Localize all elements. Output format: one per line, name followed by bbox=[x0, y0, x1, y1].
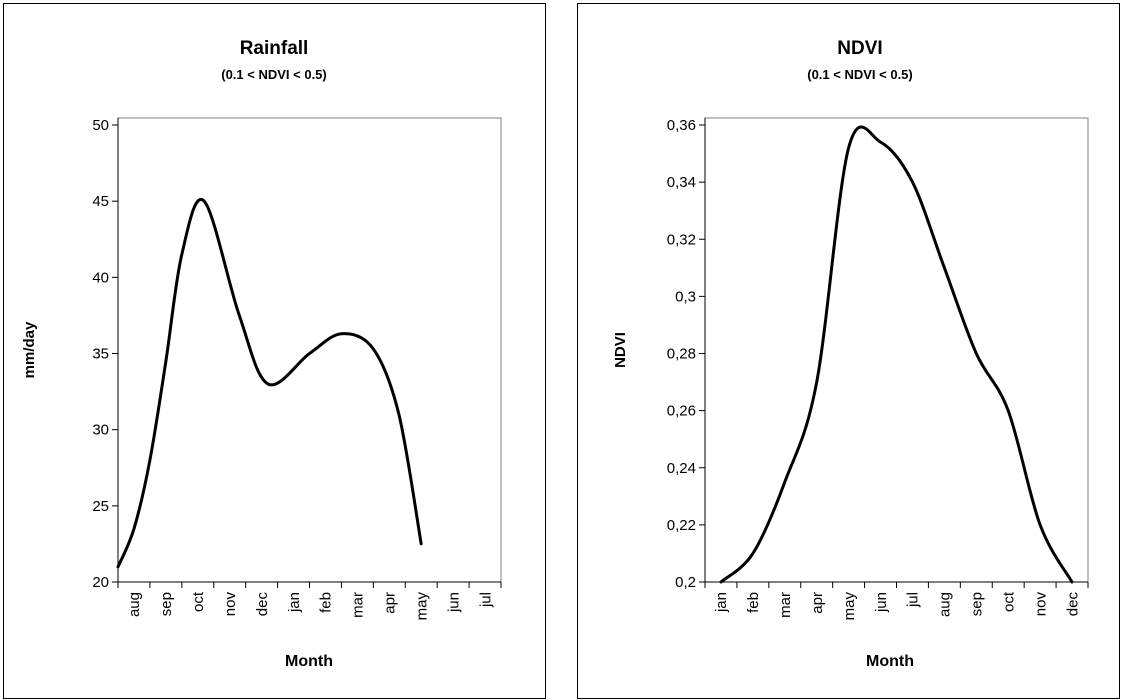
x-tick-label: dec bbox=[1064, 592, 1081, 617]
y-tick-label: 45 bbox=[92, 193, 109, 210]
x-tick-label: feb bbox=[745, 592, 762, 613]
rainfall-chart: Rainfall (0.1 < NDVI < 0.5) 20 25 30 35 40 45… bbox=[21, 38, 502, 670]
chart-title: NDVI bbox=[837, 38, 882, 59]
y-tick-label: 0,34 bbox=[667, 174, 696, 191]
x-tick-label: jun bbox=[445, 592, 462, 613]
chart-subtitle: (0.1 < NDVI < 0.5) bbox=[807, 67, 913, 82]
x-tick-label: may bbox=[841, 592, 858, 621]
y-tick-label: 0,36 bbox=[667, 117, 696, 134]
x-tick-label: mar bbox=[350, 592, 367, 618]
ndvi-chart: NDVI (0.1 < NDVI < 0.5) 0,20,220,240,260… bbox=[612, 38, 1089, 670]
x-tick-label: sep bbox=[158, 592, 175, 616]
x-tick-label: jul bbox=[905, 592, 922, 608]
y-tick-label: 0,2 bbox=[675, 574, 696, 591]
x-axis-label: Month bbox=[285, 653, 333, 670]
y-tick-label: 0,32 bbox=[667, 231, 696, 248]
plot-area bbox=[704, 117, 1089, 583]
y-axis-label: mm/day bbox=[21, 321, 38, 378]
y-tick-label: 20 bbox=[92, 574, 109, 591]
y-tick-label: 0,26 bbox=[667, 403, 696, 420]
x-tick-label: nov bbox=[222, 592, 239, 617]
chart-title: Rainfall bbox=[240, 38, 309, 59]
plot-area bbox=[117, 117, 502, 583]
x-tick-label: sep bbox=[969, 592, 986, 616]
x-tick-label: oct bbox=[1000, 591, 1017, 612]
y-tick-label: 0,28 bbox=[667, 346, 696, 363]
x-axis-label: Month bbox=[866, 653, 914, 670]
y-tick-label: 40 bbox=[92, 269, 109, 286]
ndvi-chart-panel: NDVI (0.1 < NDVI < 0.5) 0,2 0,22 0,24 0,26 0… bbox=[577, 3, 1120, 699]
x-tick-label: apr bbox=[382, 592, 399, 614]
y-tick-label: 0,3 bbox=[675, 288, 696, 305]
x-tick-label: nov bbox=[1032, 592, 1049, 617]
y-axis-ticks: 0,2 0,22 0,24 0,26 0,28 0,3 0,32 0,34 0,36 bbox=[667, 117, 705, 591]
x-tick-label: aug bbox=[126, 592, 143, 617]
y-tick-label: 30 bbox=[92, 422, 109, 439]
series-line bbox=[719, 125, 1074, 584]
x-tick-label: jul bbox=[477, 592, 494, 608]
x-axis-ticks: aug sep oct nov dec jan feb mar apr may jun jul bbox=[117, 582, 502, 621]
rainfall-chart-panel: Rainfall (0.1 < NDVI < 0.5) 20 25 30 35 40 45… bbox=[3, 3, 546, 699]
y-tick-label: 50 bbox=[92, 117, 109, 134]
series-line bbox=[116, 197, 423, 569]
x-tick-label: mar bbox=[777, 592, 794, 618]
x-tick-label: may bbox=[413, 592, 430, 621]
y-tick-label: 25 bbox=[92, 498, 109, 515]
x-tick-label: jan bbox=[713, 592, 730, 613]
x-tick-label: aug bbox=[937, 592, 954, 617]
y-axis-label: NDVI bbox=[612, 332, 629, 368]
x-axis-ticks: jan feb mar apr may jun jul aug sep oct nov dec bbox=[704, 582, 1089, 621]
x-tick-label: apr bbox=[809, 592, 826, 614]
x-tick-label: jan bbox=[286, 592, 303, 613]
y-tick-label: 0,24 bbox=[667, 460, 696, 477]
y-axis-ticks: 20 25 30 35 40 45 50 bbox=[92, 117, 118, 591]
x-tick-label: jun bbox=[873, 592, 890, 613]
x-tick-label: feb bbox=[318, 592, 335, 613]
y-tick-label: 35 bbox=[92, 346, 109, 363]
chart-subtitle: (0.1 < NDVI < 0.5) bbox=[221, 67, 327, 82]
x-tick-label: oct bbox=[190, 591, 207, 612]
x-tick-label: dec bbox=[254, 592, 271, 617]
y-tick-label: 0,22 bbox=[667, 517, 696, 534]
